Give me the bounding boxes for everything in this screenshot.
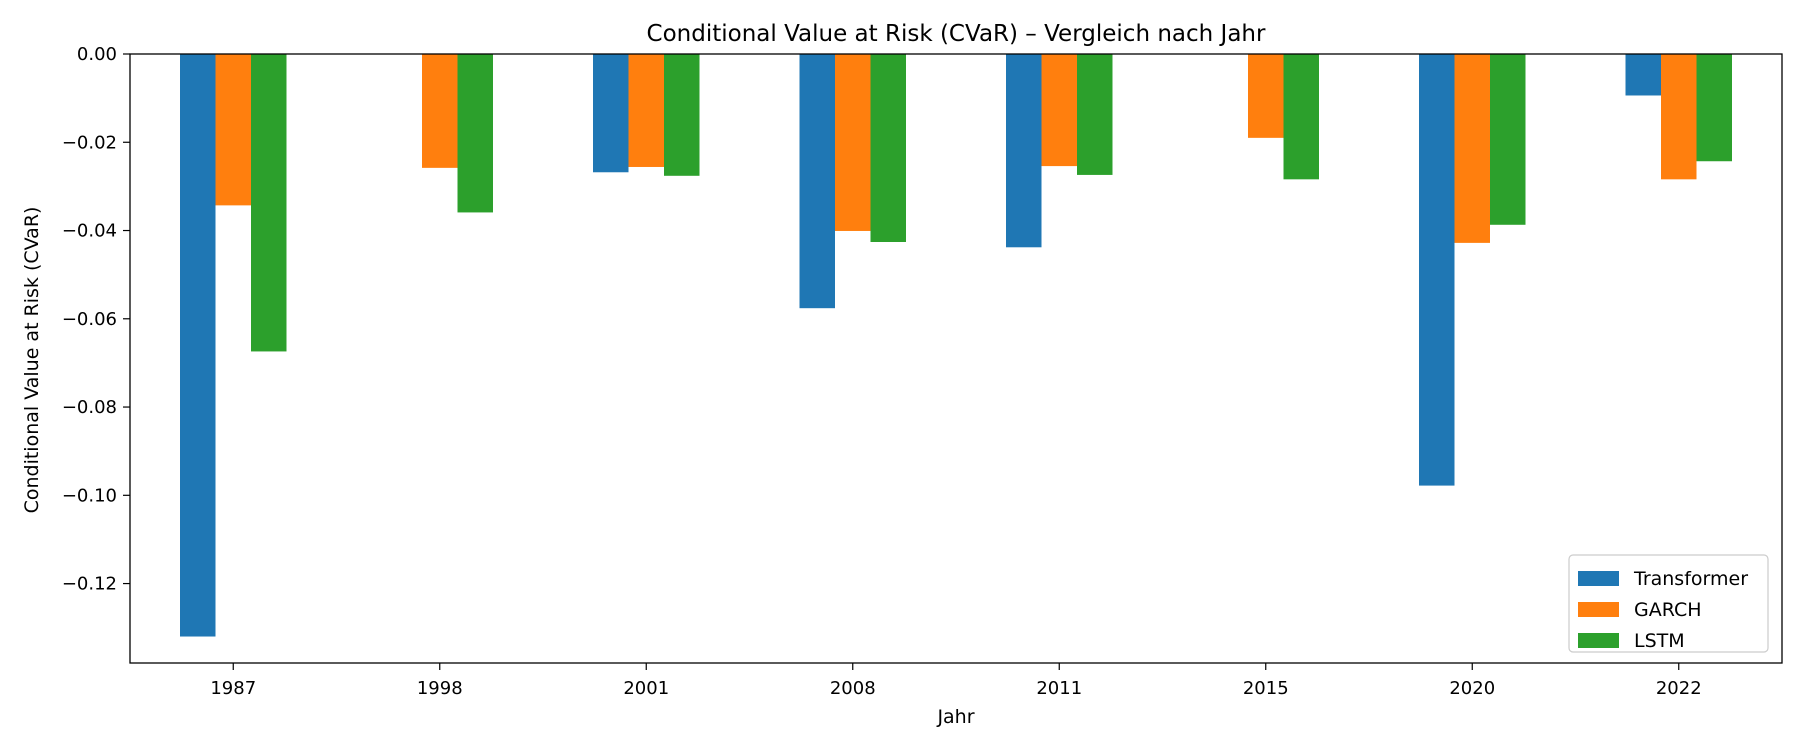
bar-lstm-2011 <box>1077 54 1113 175</box>
plot-frame <box>129 53 1783 664</box>
bar-garch-2008 <box>835 54 871 231</box>
bar-lstm-2020 <box>1490 54 1526 225</box>
legend-label-transformer: Transformer <box>1633 568 1748 590</box>
x-tick-label: 2015 <box>1243 678 1289 699</box>
bar-lstm-2001 <box>664 54 700 176</box>
bar-lstm-2022 <box>1696 54 1732 162</box>
bar-garch-2011 <box>1041 54 1077 167</box>
legend-swatch-garch <box>1578 602 1619 617</box>
bar-garch-2015 <box>1248 54 1284 138</box>
bar-transformer-2011 <box>1006 54 1042 248</box>
x-tick-label: 2001 <box>623 678 669 699</box>
x-tick-label: 2008 <box>830 678 876 699</box>
x-tick-label: 2022 <box>1656 678 1702 699</box>
y-tick-label: −0.12 <box>62 574 117 595</box>
y-tick-label: 0.00 <box>77 44 117 65</box>
y-tick-label: −0.04 <box>62 221 117 242</box>
y-axis-title: Conditional Value at Risk (CVaR) <box>21 207 43 514</box>
bar-garch-2020 <box>1454 54 1490 243</box>
y-tick-label: −0.06 <box>62 309 117 330</box>
bar-garch-1987 <box>215 54 251 206</box>
bar-lstm-2015 <box>1283 54 1319 180</box>
x-tick-label: 1998 <box>417 678 463 699</box>
legend: Transformer GARCH LSTM <box>1568 554 1769 653</box>
y-tick-label: −0.02 <box>62 132 117 153</box>
bar-lstm-1998 <box>457 54 493 213</box>
legend-label-lstm: LSTM <box>1634 630 1685 652</box>
y-tick-label: −0.08 <box>62 397 117 418</box>
bar-garch-1998 <box>422 54 458 168</box>
x-tick-label: 1987 <box>210 678 256 699</box>
legend-swatch-transformer <box>1578 571 1619 586</box>
bars-group <box>180 54 1732 637</box>
bar-garch-2001 <box>628 54 664 167</box>
bar-garch-2022 <box>1661 54 1697 180</box>
legend-swatch-lstm <box>1578 633 1619 648</box>
x-axis-ticks: 1987 1998 2001 2008 2011 2015 2020 2022 <box>210 663 1702 699</box>
x-tick-label: 2020 <box>1449 678 1495 699</box>
legend-label-garch: GARCH <box>1634 599 1702 621</box>
x-tick-label: 2011 <box>1036 678 1082 699</box>
bar-transformer-1987 <box>180 54 216 637</box>
bar-transformer-2001 <box>593 54 629 173</box>
y-tick-label: −0.10 <box>62 485 117 506</box>
bar-lstm-2008 <box>870 54 906 242</box>
x-axis-title: Jahr <box>936 706 974 728</box>
bar-transformer-2008 <box>799 54 835 309</box>
bar-transformer-2022 <box>1625 54 1661 96</box>
bar-transformer-2020 <box>1419 54 1455 486</box>
bar-lstm-1987 <box>251 54 287 352</box>
y-axis-ticks: 0.00 −0.02 −0.04 −0.06 −0.08 −0.10 −0.12 <box>62 44 130 595</box>
chart-title: Conditional Value at Risk (CVaR) – Vergl… <box>647 21 1266 47</box>
